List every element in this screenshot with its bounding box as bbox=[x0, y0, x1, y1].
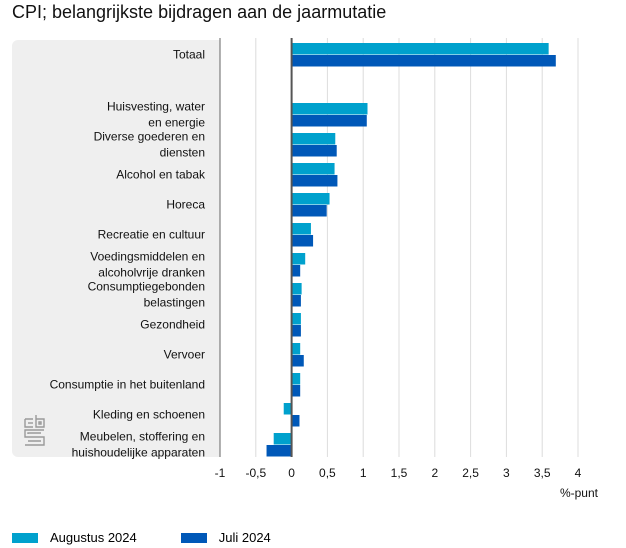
bar-augustus bbox=[291, 313, 301, 325]
category-label: Gezondheid bbox=[140, 318, 205, 332]
x-tick-labels: -1 -0,5 0 0,5 1 1,5 2 2,5 3 3,5 4 bbox=[215, 466, 582, 480]
category-label-line: Totaal bbox=[173, 48, 205, 62]
category-label-line: Recreatie en cultuur bbox=[98, 228, 205, 242]
x-tick-label: -0,5 bbox=[245, 466, 266, 480]
bar-juli bbox=[291, 325, 301, 337]
bar-augustus bbox=[273, 433, 292, 445]
category-label-panel bbox=[12, 40, 220, 457]
bar-augustus bbox=[291, 253, 306, 265]
category-label-line: belastingen bbox=[144, 296, 205, 310]
bar-juli bbox=[291, 175, 338, 187]
bar-juli bbox=[291, 115, 367, 127]
x-tick-label: 4 bbox=[575, 466, 582, 480]
bar-juli bbox=[291, 235, 314, 247]
category-label-line: huishoudelijke apparaten bbox=[72, 446, 205, 460]
category-label-line: Consumptie in het buitenland bbox=[50, 378, 205, 392]
category-label-line: Horeca bbox=[166, 198, 205, 212]
bar-juli bbox=[291, 355, 304, 367]
x-tick-label: 1 bbox=[360, 466, 367, 480]
x-axis-title: %-punt bbox=[560, 486, 599, 500]
bar-juli bbox=[291, 55, 556, 67]
category-label: Vervoer bbox=[164, 348, 205, 362]
x-tick-label: 2,5 bbox=[462, 466, 479, 480]
category-label-line: Consumptiegebonden bbox=[88, 280, 205, 294]
x-tick-label: 0 bbox=[288, 466, 295, 480]
category-label: Diverse goederen en diensten bbox=[94, 130, 205, 160]
category-label-line: Gezondheid bbox=[140, 318, 205, 332]
bars bbox=[266, 43, 556, 457]
bar-juli bbox=[266, 445, 292, 457]
x-tick-label: 0,5 bbox=[319, 466, 336, 480]
category-label-line: Alcohol en tabak bbox=[116, 168, 206, 182]
bar-juli bbox=[291, 295, 301, 307]
bar-augustus bbox=[283, 403, 292, 415]
x-tick-label: -1 bbox=[215, 466, 226, 480]
category-label: Consumptie in het buitenland bbox=[50, 378, 205, 392]
bar-augustus bbox=[291, 133, 336, 145]
category-label-line: en energie bbox=[148, 116, 205, 130]
bar-augustus bbox=[291, 343, 301, 355]
cbs-logo-icon bbox=[24, 414, 46, 451]
category-label-line: Meubelen, stoffering en bbox=[80, 430, 205, 444]
legend: Augustus 2024 Juli 2024 bbox=[12, 530, 315, 545]
bar-juli bbox=[291, 265, 301, 277]
bar-augustus bbox=[291, 283, 302, 295]
category-label: Recreatie en cultuur bbox=[98, 228, 205, 242]
category-label: Kleding en schoenen bbox=[93, 408, 205, 422]
category-labels: Totaal Huisvesting, water en energieDivers… bbox=[50, 48, 206, 460]
category-label: Totaal bbox=[173, 48, 205, 62]
bar-augustus bbox=[291, 163, 335, 175]
bar-juli bbox=[291, 385, 301, 397]
category-label-line: Diverse goederen en bbox=[94, 130, 205, 144]
legend-item-augustus[interactable]: Augustus 2024 bbox=[12, 530, 137, 545]
category-label-line: alcoholvrije dranken bbox=[98, 266, 205, 280]
x-tick-label: 3 bbox=[503, 466, 510, 480]
legend-swatch bbox=[180, 532, 207, 543]
bar-augustus bbox=[291, 43, 549, 55]
category-label-line: Vervoer bbox=[164, 348, 205, 362]
category-label: Consumptiegebonden belastingen bbox=[88, 280, 205, 310]
category-label: Horeca bbox=[166, 198, 205, 212]
bar-augustus bbox=[291, 103, 368, 115]
legend-item-juli[interactable]: Juli 2024 bbox=[180, 530, 271, 545]
chart-title: CPI; belangrijkste bijdragen aan de jaar… bbox=[12, 2, 387, 22]
category-label: Alcohol en tabak bbox=[116, 168, 206, 182]
bar-augustus bbox=[291, 193, 330, 205]
x-tick-label: 2 bbox=[431, 466, 438, 480]
legend-label: Juli 2024 bbox=[218, 530, 271, 545]
category-label-line: diensten bbox=[160, 146, 205, 160]
axes bbox=[219, 38, 293, 457]
legend-swatch bbox=[12, 532, 38, 543]
category-label-line: Voedingsmiddelen en bbox=[90, 250, 205, 264]
bar-juli bbox=[291, 145, 337, 157]
legend-label: Augustus 2024 bbox=[50, 530, 137, 545]
x-tick-label: 3,5 bbox=[534, 466, 551, 480]
bar-augustus bbox=[291, 373, 301, 385]
category-label-line: Huisvesting, water bbox=[107, 100, 205, 114]
category-label: Meubelen, stoffering en huishoudelijke ap… bbox=[72, 430, 205, 460]
gridlines bbox=[255, 38, 579, 457]
bar-juli bbox=[291, 415, 300, 427]
category-label-line: Kleding en schoenen bbox=[93, 408, 205, 422]
bar-augustus bbox=[291, 223, 311, 235]
category-label: Voedingsmiddelen en alcoholvrije dranken bbox=[90, 250, 205, 280]
bar-juli bbox=[291, 205, 327, 217]
category-label: Huisvesting, water en energie bbox=[107, 100, 205, 130]
x-tick-label: 1,5 bbox=[391, 466, 408, 480]
